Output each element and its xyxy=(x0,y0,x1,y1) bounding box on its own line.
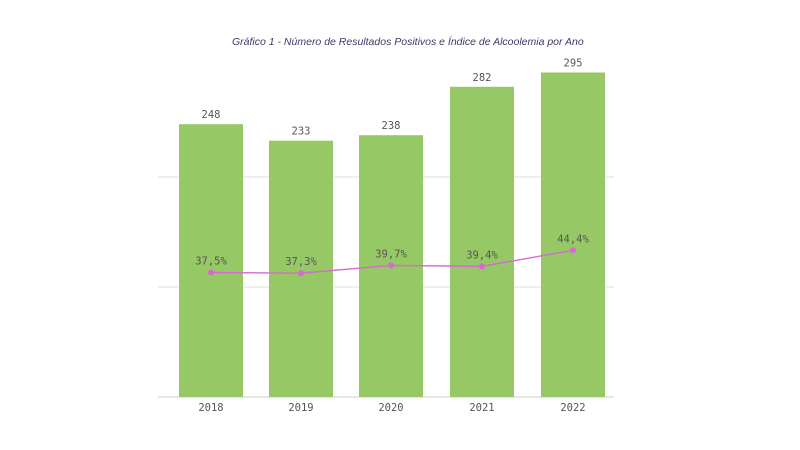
x-tick-label: 2022 xyxy=(560,402,585,414)
x-tick-label: 2020 xyxy=(378,402,403,414)
percentage-label: 44,4% xyxy=(557,233,589,245)
bar-value-label: 295 xyxy=(564,58,583,70)
bar xyxy=(450,86,514,398)
percentage-label: 39,4% xyxy=(466,249,498,261)
percentage-point xyxy=(388,262,394,269)
bar xyxy=(179,124,243,397)
x-tick-label: 2021 xyxy=(469,402,494,414)
percentage-line xyxy=(208,247,576,277)
percentage-point xyxy=(479,263,485,270)
bar-value-label: 282 xyxy=(473,72,492,84)
chart-title: Gráfico 1 - Número de Resultados Positiv… xyxy=(232,36,584,48)
percentage-point xyxy=(208,269,214,276)
percentage-point xyxy=(570,247,576,254)
x-tick-label: 2019 xyxy=(288,402,313,414)
bar-value-label: 233 xyxy=(292,126,311,138)
bar-value-label: 238 xyxy=(382,120,401,132)
percentage-label: 39,7% xyxy=(375,248,407,260)
bar xyxy=(269,140,333,397)
x-tick-label: 2018 xyxy=(198,402,223,414)
percentage-point xyxy=(298,270,304,277)
bar-value-label: 248 xyxy=(202,109,221,121)
labels: 248 2018 233 2019 238 2020 282 2021 295 2022 37,5%… xyxy=(195,58,589,415)
bars xyxy=(179,72,605,398)
bar xyxy=(541,72,605,397)
percentage-label: 37,3% xyxy=(285,256,317,268)
percentage-label: 37,5% xyxy=(195,256,227,268)
